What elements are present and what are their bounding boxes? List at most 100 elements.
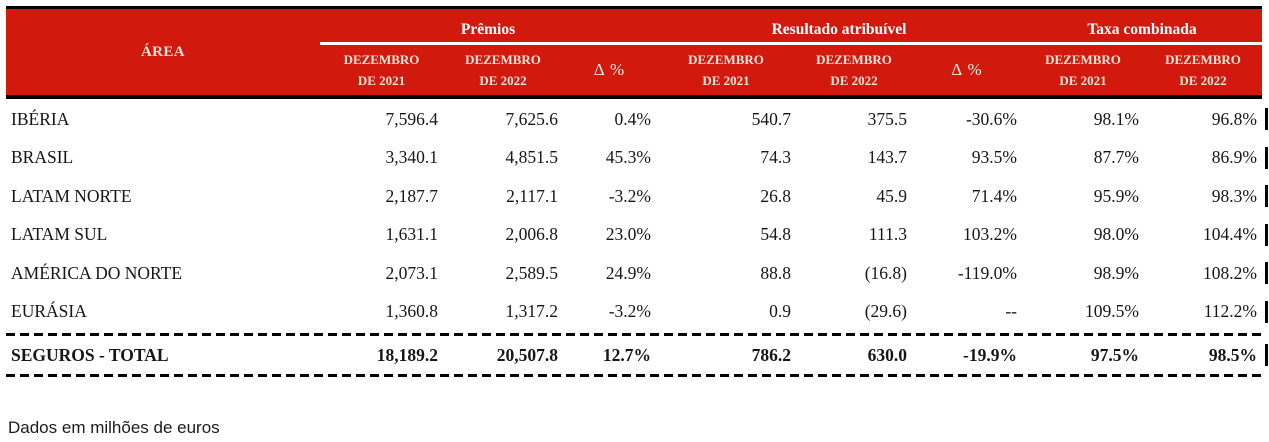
value-cell: 45.9 [876, 185, 907, 206]
value-cell: 98.0% [1093, 224, 1139, 245]
area-cell: AMÉRICA DO NORTE [11, 262, 183, 283]
value-cell: 103.2% [963, 224, 1017, 245]
value-cell: 0.4% [614, 108, 651, 129]
value-cell: 20,507.8 [496, 344, 558, 365]
subheader-resultado-delta: Δ % [951, 59, 983, 79]
subheader-line: DEZEMBRO [1045, 51, 1121, 67]
value-cell: 3,340.1 [385, 147, 439, 168]
table-row: IBÉRIA 7,596.4 7,625.6 0.4% 540.7 375.5 … [6, 100, 1262, 139]
value-cell: 26.8 [760, 185, 791, 206]
table-header: ÁREA Prêmios Resultado atribuível Taxa c… [6, 6, 1262, 99]
group-header-resultado: Resultado atribuível [771, 21, 907, 38]
subheader-taxa-dez-2021: DEZEMBRO DE 2021 [1022, 45, 1144, 95]
value-cell: 98.5% [1208, 344, 1257, 365]
area-cell: LATAM NORTE [11, 185, 132, 206]
table-total-row: SEGUROS - TOTAL 18,189.2 20,507.8 12.7% … [6, 338, 1262, 372]
value-cell: 0.9 [769, 301, 791, 322]
value-cell: 87.7% [1093, 147, 1139, 168]
area-cell: LATAM SUL [11, 224, 108, 245]
value-cell: 1,317.2 [505, 301, 559, 322]
value-cell: 54.8 [760, 224, 791, 245]
value-cell: 71.4% [971, 185, 1017, 206]
value-cell: 24.9% [605, 262, 651, 283]
value-cell: -- [1005, 301, 1017, 322]
subheader-resultado-dez-2021: DEZEMBRO DE 2021 [656, 45, 796, 95]
value-cell: 375.5 [867, 108, 907, 129]
subheader-taxa-dez-2022: DEZEMBRO DE 2022 [1144, 45, 1262, 95]
value-cell: 95.9% [1093, 185, 1139, 206]
subheader-line: DE 2021 [702, 73, 750, 88]
table-body: IBÉRIA 7,596.4 7,625.6 0.4% 540.7 375.5 … [6, 99, 1262, 331]
value-cell: 2,006.8 [505, 224, 559, 245]
value-cell: (29.6) [864, 301, 907, 322]
value-cell: (16.8) [864, 262, 907, 283]
subheader-premios-delta: Δ % [593, 59, 626, 79]
value-cell: 93.5% [971, 147, 1017, 168]
value-cell: 111.3 [868, 224, 907, 245]
subheader-line: DEZEMBRO [343, 51, 420, 67]
value-cell: 23.0% [605, 224, 651, 245]
dashed-divider [6, 333, 1262, 336]
area-cell: EURÁSIA [11, 301, 87, 322]
area-cell: SEGUROS - TOTAL [11, 344, 169, 365]
table-row: LATAM SUL 1,631.1 2,006.8 23.0% 54.8 111… [6, 216, 1262, 255]
subheader-line: DE 2021 [1059, 73, 1107, 88]
subheader-line: DEZEMBRO [688, 51, 764, 67]
subheader-line: DE 2022 [1179, 73, 1227, 88]
value-cell: 96.8% [1211, 108, 1257, 129]
value-cell: 2,187.7 [385, 185, 439, 206]
dashed-divider [6, 374, 1262, 377]
value-cell: 112.2% [1203, 301, 1257, 322]
value-cell: 630.0 [867, 344, 907, 365]
value-cell: 786.2 [751, 344, 791, 365]
subheader-line: DEZEMBRO [465, 51, 541, 67]
value-cell: 98.3% [1211, 185, 1257, 206]
subheader-premios-dez-2021: DEZEMBRO DE 2021 [320, 45, 443, 95]
value-cell: 540.7 [751, 108, 791, 129]
value-cell: 2,589.5 [505, 262, 559, 283]
area-column-header: ÁREA [140, 43, 186, 60]
area-cell: IBÉRIA [11, 108, 70, 129]
value-cell: 7,596.4 [385, 108, 439, 129]
value-cell: -3.2% [608, 185, 651, 206]
value-cell: 4,851.5 [505, 147, 559, 168]
value-cell: 104.4% [1203, 224, 1257, 245]
value-cell: 7,625.6 [505, 108, 559, 129]
subheader-line: DE 2021 [357, 73, 406, 88]
value-cell: -30.6% [965, 108, 1017, 129]
value-cell: 143.7 [867, 147, 907, 168]
value-cell: 109.5% [1085, 301, 1139, 322]
value-cell: 45.3% [605, 147, 651, 168]
group-header-premios: Prêmios [460, 21, 516, 38]
value-cell: 97.5% [1090, 344, 1139, 365]
header-underline [320, 42, 1262, 45]
value-cell: 108.2% [1203, 262, 1257, 283]
value-cell: 88.8 [760, 262, 791, 283]
value-cell: 18,189.2 [376, 344, 438, 365]
subheader-line: DEZEMBRO [816, 51, 892, 67]
table-row: LATAM NORTE 2,187.7 2,117.1 -3.2% 26.8 4… [6, 177, 1262, 216]
value-cell: -119.0% [957, 262, 1017, 283]
value-cell: 98.9% [1093, 262, 1139, 283]
value-cell: 12.7% [602, 344, 651, 365]
table-row: BRASIL 3,340.1 4,851.5 45.3% 74.3 143.7 … [6, 139, 1262, 178]
value-cell: -19.9% [963, 344, 1017, 365]
area-cell: BRASIL [11, 147, 74, 168]
subheader-line: DE 2022 [830, 73, 878, 88]
value-cell: 74.3 [760, 147, 791, 168]
footnote: Dados em milhões de euros [8, 418, 220, 437]
value-cell: 2,117.1 [506, 185, 558, 206]
table-row: EURÁSIA 1,360.8 1,317.2 -3.2% 0.9 (29.6)… [6, 293, 1262, 332]
subheader-line: DEZEMBRO [1165, 51, 1241, 67]
value-cell: 1,360.8 [385, 301, 439, 322]
financial-table: ÁREA Prêmios Resultado atribuível Taxa c… [6, 6, 1262, 379]
value-cell: -3.2% [608, 301, 651, 322]
subheader-resultado-dez-2022: DEZEMBRO DE 2022 [796, 45, 912, 95]
subheader-premios-dez-2022: DEZEMBRO DE 2022 [443, 45, 563, 95]
table-row: AMÉRICA DO NORTE 2,073.1 2,589.5 24.9% 8… [6, 254, 1262, 293]
subheader-line: DE 2022 [479, 73, 527, 88]
value-cell: 1,631.1 [385, 224, 439, 245]
group-header-taxa: Taxa combinada [1087, 21, 1197, 38]
value-cell: 98.1% [1093, 108, 1139, 129]
